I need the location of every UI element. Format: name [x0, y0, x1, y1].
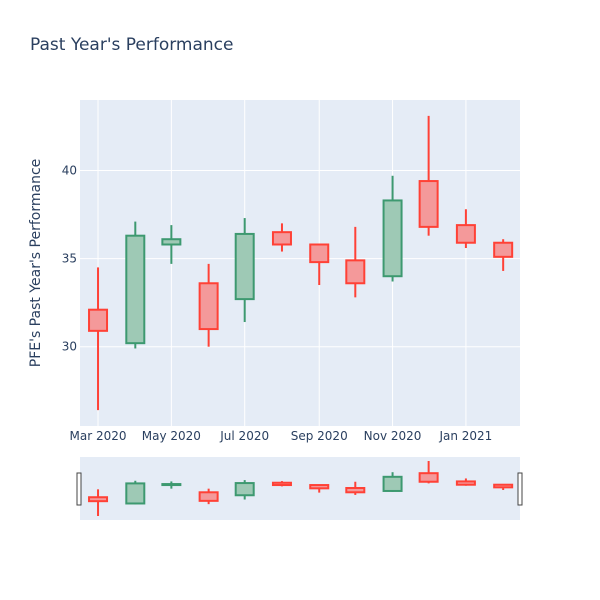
candle[interactable]: [418, 115, 439, 236]
slider-candle-body: [125, 482, 146, 505]
candle[interactable]: [198, 263, 219, 347]
candle[interactable]: [88, 267, 109, 411]
candle-body: [234, 232, 255, 301]
candle[interactable]: [309, 243, 330, 286]
candle-body: [198, 282, 219, 331]
x-tick-label: Sep 2020: [291, 429, 348, 443]
slider-candle-body: [88, 496, 109, 503]
candle-body: [125, 234, 146, 345]
slider-candle: [88, 489, 109, 516]
x-tick-label: Nov 2020: [364, 429, 422, 443]
range-slider-right-handle[interactable]: [517, 472, 523, 506]
x-axis-ticks: Mar 2020 May 2020 Jul 2020 Sep 2020 Nov 2020…: [70, 429, 493, 443]
slider-candle: [234, 480, 255, 500]
slider-candle-body: [345, 487, 366, 494]
candle-body: [88, 308, 109, 332]
y-tick-label: 35: [62, 252, 77, 266]
candle[interactable]: [493, 239, 514, 271]
candle[interactable]: [161, 225, 182, 264]
slider-candle-body: [198, 491, 219, 502]
slider-candle: [271, 481, 292, 487]
candle-body: [309, 243, 330, 264]
range-slider-candles: [88, 461, 514, 516]
candle[interactable]: [345, 226, 366, 298]
candles[interactable]: [88, 115, 514, 411]
y-axis-ticks: 30 35 40: [62, 163, 77, 353]
slider-candle: [309, 484, 330, 493]
candle-body: [493, 241, 514, 258]
y-tick-label: 40: [62, 163, 77, 177]
slider-candle-body: [234, 482, 255, 497]
y-tick-label: 30: [62, 340, 77, 354]
slider-candle-body: [418, 472, 439, 483]
x-tick-label: Jul 2020: [219, 429, 269, 443]
slider-candle: [125, 480, 146, 505]
slider-candle: [418, 461, 439, 484]
slider-candle: [493, 483, 514, 490]
candle-body: [455, 224, 476, 244]
candle[interactable]: [125, 221, 146, 349]
slider-candle-body: [309, 484, 330, 490]
range-slider-left-handle[interactable]: [76, 472, 82, 506]
slider-candle: [161, 481, 182, 489]
candle[interactable]: [382, 175, 403, 282]
candle-body: [161, 238, 182, 246]
candle[interactable]: [234, 218, 255, 323]
slider-candle: [455, 478, 476, 486]
candle-body: [382, 199, 403, 278]
candle-body: [271, 231, 292, 246]
x-tick-label: May 2020: [142, 429, 201, 443]
slider-candle-body: [271, 481, 292, 487]
slider-candle: [345, 481, 366, 495]
chart-title: Past Year's Performance: [30, 35, 234, 55]
x-tick-label: Mar 2020: [70, 429, 127, 443]
x-tick-label: Jan 2021: [438, 429, 492, 443]
slider-candle-body: [455, 480, 476, 486]
candle-body: [345, 259, 366, 285]
slider-candle-body: [382, 475, 403, 492]
candle-body: [418, 180, 439, 228]
slider-candle: [198, 488, 219, 505]
slider-candle: [382, 472, 403, 492]
slider-candle-body: [161, 483, 182, 487]
y-axis-label: PFE's Past Year's Performance: [28, 159, 44, 368]
range-slider[interactable]: [80, 457, 520, 520]
candle[interactable]: [271, 223, 292, 252]
plot-area: [80, 100, 520, 426]
slider-candle-body: [493, 483, 514, 489]
candle[interactable]: [455, 209, 476, 249]
